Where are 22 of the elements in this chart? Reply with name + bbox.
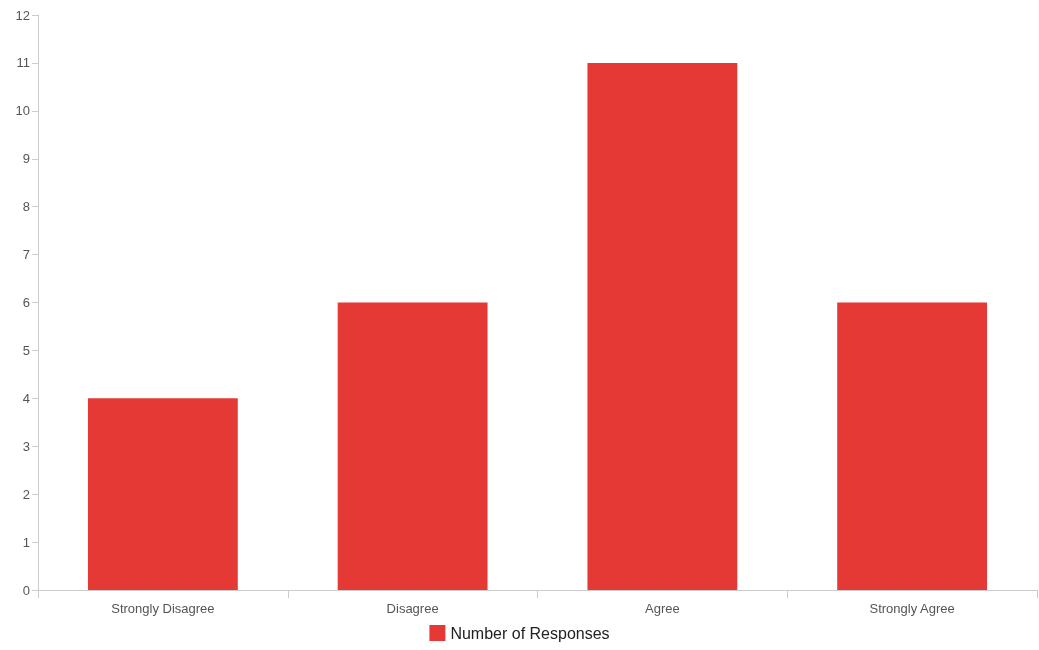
x-tick-label: Disagree <box>386 601 439 616</box>
y-tick-label: 10 <box>15 103 30 119</box>
y-tick-label: 11 <box>16 55 30 71</box>
y-tick-label: 3 <box>22 438 30 454</box>
y-tick-label: 6 <box>22 295 30 310</box>
x-tick-label: Strongly Disagree <box>111 601 215 616</box>
y-tick-label: 1 <box>22 534 30 550</box>
y-tick-label: 9 <box>22 151 30 167</box>
y-tick-label: 7 <box>22 247 30 263</box>
x-tick-label: Agree <box>645 601 680 616</box>
legend-label: Number of Responses <box>450 624 610 642</box>
y-tick-label: 4 <box>22 390 30 406</box>
y-tick-label: 5 <box>22 342 30 358</box>
bar <box>337 302 488 590</box>
y-tick-label: 0 <box>22 582 30 598</box>
bar <box>837 302 988 590</box>
bar <box>87 398 238 590</box>
y-tick-label: 8 <box>22 199 30 215</box>
x-tick-label: Strongly Agree <box>869 601 955 616</box>
bar <box>587 62 738 590</box>
y-tick-label: 2 <box>22 486 30 502</box>
y-tick-label: 12 <box>15 7 30 23</box>
